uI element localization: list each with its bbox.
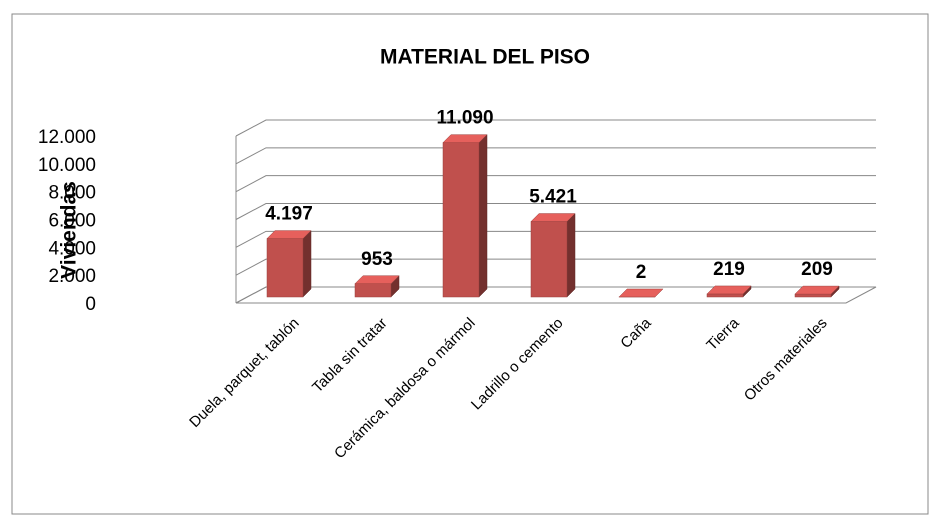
bar xyxy=(266,238,304,298)
grid-line xyxy=(235,258,876,276)
bar-top xyxy=(442,134,488,143)
value-label: 953 xyxy=(361,249,393,270)
bar-top xyxy=(354,275,400,284)
value-label: 11.090 xyxy=(436,108,493,129)
bar-top xyxy=(530,213,576,222)
bar-top xyxy=(618,288,664,298)
value-label: 4.197 xyxy=(265,204,313,225)
bar xyxy=(354,283,392,298)
bar xyxy=(530,221,568,298)
grid-line xyxy=(235,147,876,165)
bar-top xyxy=(266,230,312,239)
value-label: 219 xyxy=(713,259,745,280)
grid-line xyxy=(235,175,876,193)
chart-title: MATERIAL DEL PISO xyxy=(380,46,590,69)
y-tick-label: 10.000 xyxy=(38,155,96,176)
grid-line xyxy=(235,286,876,304)
y-axis-title: Viviendas xyxy=(58,181,81,279)
grid-line xyxy=(235,230,876,248)
value-label: 5.421 xyxy=(529,187,577,208)
y-tick-label: 4.000 xyxy=(48,238,96,259)
bar-side xyxy=(566,212,576,298)
grid-line xyxy=(235,119,876,137)
bar xyxy=(706,293,744,298)
value-label: 2 xyxy=(636,262,647,283)
y-tick-label: 12.000 xyxy=(38,127,96,148)
bar xyxy=(442,142,480,298)
y-tick-label: 6.000 xyxy=(48,211,96,232)
y-tick-label: 2.000 xyxy=(48,266,96,287)
bar xyxy=(794,293,832,298)
bar-side xyxy=(478,134,488,298)
grid-line xyxy=(235,203,876,220)
bar-side xyxy=(302,229,312,298)
bar-top xyxy=(794,285,840,295)
y-tick-label: 0 xyxy=(85,294,96,315)
y-tick-label: 8.000 xyxy=(48,183,96,204)
value-label: 209 xyxy=(801,259,833,280)
bar-top xyxy=(706,285,752,295)
